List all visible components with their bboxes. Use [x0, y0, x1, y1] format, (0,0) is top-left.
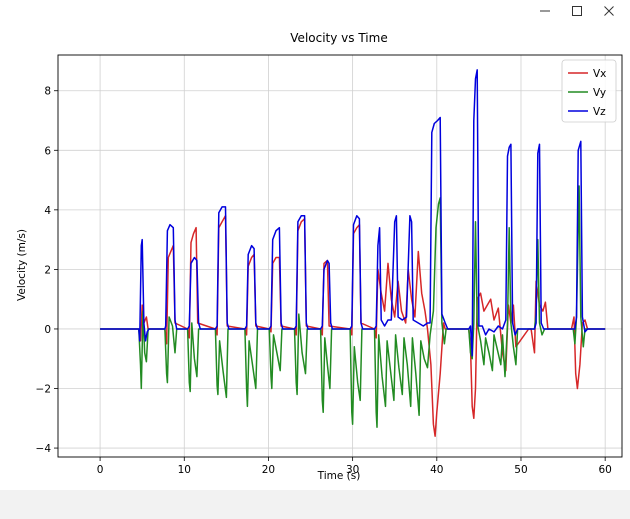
legend-box: [561, 59, 617, 123]
axes-frame: [57, 54, 623, 458]
chart-legend: Vx Vy Vz: [561, 59, 617, 123]
window-titlebar: [0, 0, 630, 24]
series-line-vz: [100, 69, 606, 357]
minimize-button[interactable]: [530, 2, 560, 20]
y-tick-label: 6: [44, 145, 51, 157]
x-tick-label: 10: [178, 464, 191, 476]
y-tick-label: 0: [44, 324, 51, 336]
close-icon: [604, 6, 614, 16]
plot-area: [58, 55, 622, 457]
chart-series: [100, 69, 606, 437]
legend-label-vx: Vx: [593, 68, 606, 80]
status-bar: [0, 490, 630, 519]
x-tick-label: 30: [346, 464, 359, 476]
legend-label-vy: Vy: [593, 87, 606, 99]
x-axis-label: Time (s): [317, 470, 361, 482]
y-tick-label: 8: [44, 86, 51, 98]
legend-label-vz: Vz: [593, 106, 606, 118]
x-tick-label: 0: [97, 464, 104, 476]
chart-grid: [58, 55, 622, 457]
close-button[interactable]: [594, 2, 624, 20]
maximize-icon: [572, 6, 582, 16]
x-tick-label: 50: [514, 464, 527, 476]
y-tick-label: −2: [36, 384, 51, 396]
minimize-icon: [540, 10, 550, 12]
y-tick-label: 2: [44, 264, 51, 276]
chart-title: Velocity vs Time: [290, 31, 387, 45]
y-tick-label: 4: [44, 205, 51, 217]
chart-axes: 0 10 20 30 40 50 60 −4 −2 0 2 4 6 8: [36, 54, 623, 476]
y-tick-label: −4: [36, 443, 52, 455]
x-tick-label: 40: [430, 464, 443, 476]
x-tick-label: 20: [262, 464, 275, 476]
y-axis-label: Velocity (m/s): [16, 229, 28, 301]
x-tick-label: 60: [598, 464, 611, 476]
maximize-button[interactable]: [562, 2, 592, 20]
